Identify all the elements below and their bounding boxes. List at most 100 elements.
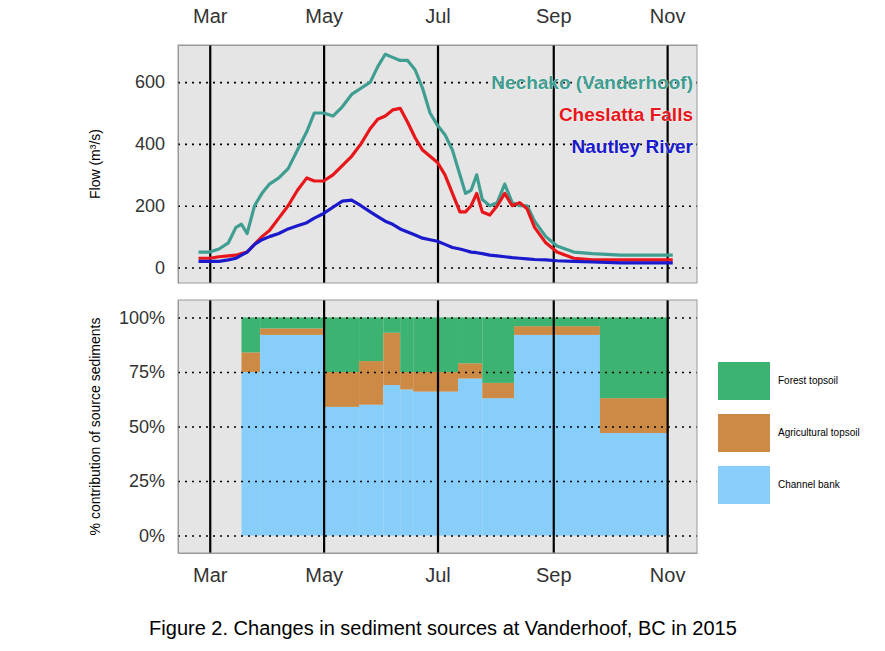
stacked-bar	[400, 389, 413, 535]
y-tick-label: 25%	[129, 471, 165, 491]
x-tick-label: Jul	[425, 5, 451, 27]
y-tick: 0%	[139, 526, 697, 546]
y-grid-line	[178, 317, 697, 319]
stacked-bar	[359, 317, 383, 361]
x-grid-line	[323, 300, 325, 553]
panel: Mar May Jul Sep Nov 0% 25% 50% 75% 100% % contribu…	[87, 300, 860, 586]
page-background	[0, 0, 885, 651]
y-tick: 200	[135, 196, 697, 216]
x-axis: Mar May Jul Sep Nov	[179, 300, 698, 586]
x-tick-label: Mar	[193, 5, 228, 27]
x-grid-line	[553, 300, 555, 553]
stacked-bar	[600, 317, 669, 398]
stacked-bar	[600, 433, 669, 536]
stacked-bar	[260, 335, 323, 536]
y-tick: 100%	[119, 308, 697, 328]
legend-entry: Agricultural topsoil	[778, 427, 860, 438]
y-axis: 0 200 400 600	[135, 46, 697, 284]
panel: Mar May Jul Sep Nov 0 200 400 600 Flow (m³/s) Nech…	[87, 5, 698, 284]
x-tick: Mar	[193, 300, 228, 586]
stacked-bar	[413, 392, 458, 536]
stacked-bar	[324, 317, 359, 372]
y-axis: 0% 25% 50% 75% 100%	[119, 301, 697, 554]
y-tick-label: 100%	[119, 308, 165, 328]
x-tick-label: Nov	[650, 5, 686, 27]
plot-background	[178, 300, 697, 553]
x-tick: May	[305, 300, 343, 586]
y-grid-line	[178, 481, 697, 483]
y-tick-label: 0%	[139, 526, 165, 546]
plot-frame	[178, 300, 697, 553]
legend-swatch	[718, 414, 770, 452]
legend-swatch	[718, 362, 770, 400]
stacked-bar	[359, 361, 383, 405]
chart-svg: Mar May Jul Sep Nov 0 200 400 600 Flow (m³/s) Nech…	[0, 0, 885, 651]
y-tick-label: 600	[135, 72, 165, 92]
stacked-bar	[241, 352, 260, 372]
stacked-bar	[324, 407, 359, 536]
stacked-bar	[241, 372, 260, 536]
y-axis-title: Flow (m³/s)	[87, 129, 103, 199]
plot-background	[178, 45, 697, 283]
stacked-bar	[514, 317, 600, 326]
legend-entry: Nautley River	[572, 136, 694, 157]
stacked-bar	[324, 372, 359, 407]
stacked-bar	[260, 317, 323, 328]
stacked-bar	[600, 398, 669, 433]
stacked-bar	[241, 317, 260, 352]
x-tick-label: May	[305, 564, 343, 586]
x-tick-label: Mar	[193, 564, 228, 586]
x-tick-label: Sep	[536, 5, 572, 27]
x-tick: Sep	[536, 300, 572, 586]
y-grid-line	[178, 535, 697, 537]
stacked-bar	[359, 405, 383, 536]
y-tick: 75%	[129, 362, 697, 382]
legend-swatch	[718, 466, 770, 504]
stacked-bar	[383, 385, 400, 535]
y-grid-line	[178, 267, 697, 269]
x-grid-line	[209, 300, 211, 553]
stacked-bar	[400, 317, 413, 372]
stacked-bar	[458, 317, 482, 363]
stacked-bar	[482, 383, 514, 398]
y-axis-title: % contribution of source sediments	[87, 318, 103, 536]
chart-root: Mar May Jul Sep Nov 0 200 400 600 Flow (m³/s) Nech…	[0, 0, 885, 651]
legend-entry: Nechako (Vanderhoof)	[491, 72, 693, 93]
y-grid-line	[178, 372, 697, 374]
stacked-bar	[383, 317, 400, 332]
x-tick: Mar	[193, 5, 228, 283]
y-tick-label: 400	[135, 134, 165, 154]
x-tick-label: Nov	[650, 564, 686, 586]
x-axis: Mar May Jul Sep Nov	[179, 5, 698, 283]
stacked-bar	[458, 379, 482, 536]
x-grid-line	[209, 45, 211, 283]
x-tick: Nov	[650, 300, 686, 586]
x-tick-label: Jul	[425, 564, 451, 586]
stacked-bar	[482, 398, 514, 535]
x-tick: Jul	[425, 300, 451, 586]
stacked-bar	[383, 333, 400, 385]
stacked-bar	[413, 317, 458, 372]
x-grid-line	[323, 45, 325, 283]
y-tick-label: 0	[155, 258, 165, 278]
figure-caption: Figure 2. Changes in sediment sources at…	[149, 617, 737, 639]
y-tick-label: 200	[135, 196, 165, 216]
flow-line	[199, 200, 673, 263]
y-grid-line	[178, 426, 697, 428]
legend-entry: Channel bank	[778, 479, 841, 490]
stacked-bar	[514, 326, 600, 335]
y-tick: 25%	[129, 471, 697, 491]
stacked-bar	[514, 335, 600, 536]
stacked-bar	[260, 328, 323, 335]
stacked-bar	[458, 363, 482, 378]
legend: Nechako (Vanderhoof) Cheslatta Falls Nautl…	[491, 72, 693, 157]
x-tick-label: May	[305, 5, 343, 27]
x-tick: May	[305, 5, 343, 283]
x-tick-label: Sep	[536, 564, 572, 586]
y-tick-label: 50%	[129, 417, 165, 437]
y-tick-label: 75%	[129, 362, 165, 382]
plot-frame	[178, 45, 697, 283]
legend-entry: Cheslatta Falls	[559, 104, 693, 125]
legend: Forest topsoilAgricultural topsoilChanne…	[718, 362, 860, 504]
y-tick: 50%	[129, 417, 697, 437]
